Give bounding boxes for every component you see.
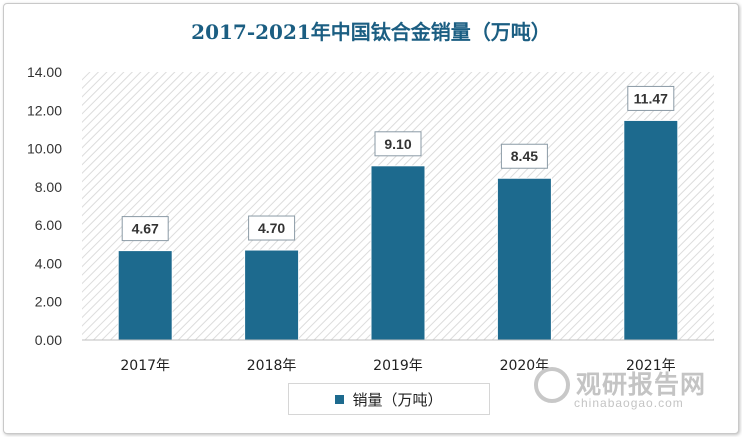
x-tick-label: 2020年: [500, 358, 550, 374]
data-label: 8.45: [511, 148, 538, 164]
watermark: 观研报告网 chinabaogao.com: [534, 365, 724, 415]
data-label: 11.47: [634, 90, 668, 106]
x-tick-label: 2018年: [247, 358, 297, 374]
y-tick-label: 6.00: [35, 217, 62, 233]
chart-legend: 销量（万吨）: [288, 383, 490, 415]
bar: [117, 250, 173, 341]
data-label: 4.70: [258, 220, 285, 236]
legend-label: 销量（万吨）: [352, 391, 443, 409]
y-tick-label: 10.00: [27, 141, 62, 157]
data-label-box: [121, 216, 169, 242]
y-tick-label: 2.00: [35, 294, 62, 310]
x-tick-label: 2017年: [120, 358, 170, 374]
data-label-box: [627, 85, 675, 111]
bar: [496, 177, 552, 341]
legend-swatch: [335, 394, 345, 404]
y-tick-label: 4.00: [35, 255, 62, 271]
chart-title: 2017-2021年中国钛合金销量（万吨）: [191, 20, 551, 44]
y-tick-label: 14.00: [27, 64, 62, 80]
watermark-brand-en: chinabaogao.com: [574, 396, 684, 410]
y-tick-label: 12.00: [27, 102, 62, 118]
data-label-box: [500, 143, 548, 169]
chinabaogao-logo-icon: [534, 367, 570, 403]
watermark-brand-cn: 观研报告网: [576, 370, 707, 399]
x-tick-label: 2021年: [626, 358, 676, 374]
bar: [370, 165, 426, 341]
data-label-box: [374, 131, 422, 157]
bar: [244, 249, 300, 341]
data-label-box: [248, 215, 296, 241]
bar: [623, 119, 679, 341]
y-tick-label: 8.00: [35, 179, 62, 195]
data-label: 9.10: [384, 136, 411, 152]
y-tick-label: 0.00: [35, 332, 62, 348]
data-label: 4.67: [132, 221, 159, 237]
x-tick-label: 2019年: [373, 358, 423, 374]
